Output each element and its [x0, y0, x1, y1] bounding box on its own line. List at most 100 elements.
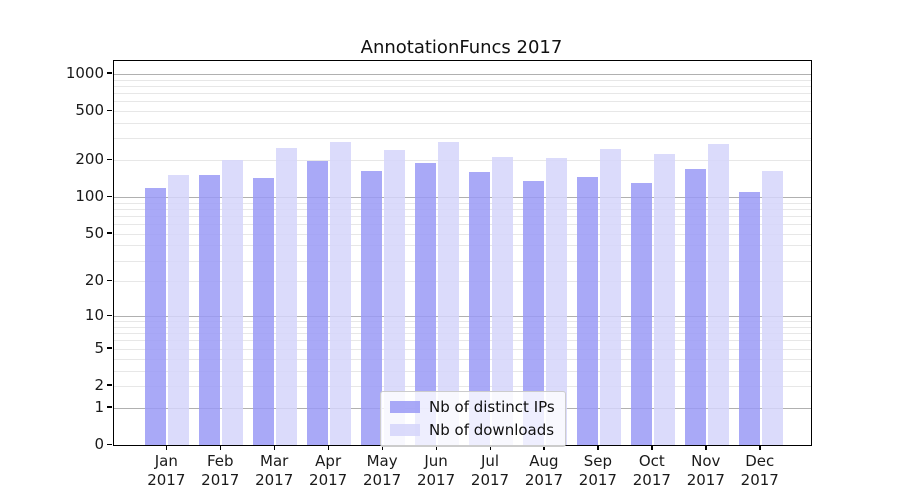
x-tick-year: 2017	[416, 471, 456, 489]
bar-downloads-apr	[330, 142, 352, 445]
y-tick-mark	[107, 443, 112, 445]
x-tick-year: 2017	[524, 471, 564, 489]
bar-ips-feb	[199, 174, 221, 445]
x-tick-month: Aug	[529, 452, 559, 470]
bar-downloads-sep	[599, 149, 621, 445]
x-tick-year: 2017	[686, 471, 725, 489]
x-tick-mark	[165, 445, 168, 450]
minor-gridline	[114, 321, 811, 323]
x-tick-label: Jun 2017	[401, 452, 471, 490]
minor-gridline	[114, 101, 811, 103]
minor-gridline	[114, 340, 811, 342]
y-tick-mark	[107, 314, 112, 317]
y-tick-mark	[107, 158, 112, 160]
y-tick-mark	[107, 347, 112, 349]
y-tick-label: 100	[75, 187, 104, 206]
x-tick-label: Dec 2017	[725, 452, 795, 490]
x-tick-month: Dec	[745, 452, 775, 470]
legend-row-distinct-ips: Nb of distinct IPs	[390, 398, 555, 416]
y-tick-mark	[107, 279, 112, 282]
x-tick-mark	[273, 445, 276, 450]
x-tick-year: 2017	[632, 471, 671, 489]
minor-gridline	[114, 370, 811, 372]
minor-gridline	[114, 138, 811, 140]
x-tick-label: May 2017	[347, 452, 417, 490]
x-tick-year: 2017	[578, 471, 617, 489]
x-tick-mark	[327, 445, 330, 450]
bar-ips-jul	[469, 172, 490, 445]
bar-downloads-may	[384, 149, 406, 445]
minor-gridline	[114, 208, 811, 210]
x-tick-label: Feb 2017	[185, 452, 255, 490]
x-tick-mark	[435, 445, 437, 450]
x-tick-month: Sep	[583, 452, 613, 470]
bar-ips-dec	[738, 192, 760, 445]
legend-swatch-distinct-ips	[390, 401, 420, 413]
minor-gridline	[114, 122, 811, 124]
bar-downloads-jan	[168, 175, 190, 445]
x-tick-mark	[381, 445, 383, 450]
bar-ips-apr	[307, 161, 329, 445]
x-tick-mark	[759, 445, 761, 450]
y-tick-label: 5	[94, 338, 104, 357]
minor-gridline	[114, 333, 811, 335]
y-tick-label: 2	[94, 375, 104, 394]
bar-ips-jun	[415, 162, 437, 445]
bar-ips-jan	[145, 188, 167, 445]
y-tick-label: 20	[84, 271, 104, 290]
bar-downloads-dec	[761, 171, 783, 445]
minor-gridline	[114, 260, 811, 262]
x-tick-mark	[543, 445, 545, 450]
y-tick-label: 0	[94, 435, 104, 453]
y-tick-label: 10	[84, 306, 104, 325]
x-tick-mark	[651, 445, 653, 450]
minor-gridline	[114, 233, 811, 235]
x-tick-month: Apr	[315, 452, 342, 470]
bar-ips-aug	[522, 181, 544, 445]
legend: Nb of distinct IPs Nb of downloads	[380, 391, 566, 447]
y-tick-label: 500	[75, 101, 104, 120]
minor-gridline	[114, 358, 811, 360]
x-tick-month: May	[366, 452, 398, 470]
y-tick-label: 1	[94, 397, 104, 416]
bar-downloads-feb	[222, 160, 244, 445]
x-tick-month: Nov	[691, 452, 721, 470]
minor-gridline	[114, 111, 811, 113]
bar-ips-may	[361, 170, 383, 445]
x-tick-mark	[219, 445, 222, 450]
minor-gridline	[114, 348, 811, 350]
bar-downloads-nov	[707, 143, 729, 445]
bar-ips-nov	[684, 169, 706, 445]
x-tick-year: 2017	[309, 471, 348, 489]
x-tick-month: Oct	[638, 452, 665, 470]
bar-downloads-jul	[492, 156, 513, 445]
x-tick-label: Jan 2017	[131, 452, 201, 490]
minor-gridline	[114, 281, 811, 283]
y-tick-mark	[107, 384, 112, 386]
x-tick-month: Jan	[154, 452, 178, 470]
minor-gridline	[114, 215, 811, 217]
y-tick-label: 200	[75, 150, 104, 169]
minor-gridline	[114, 92, 811, 94]
x-tick-year: 2017	[147, 471, 186, 489]
bar-ips-oct	[630, 183, 652, 445]
x-tick-month: Jun	[424, 452, 448, 470]
x-tick-year: 2017	[255, 471, 294, 489]
bar-downloads-oct	[653, 154, 675, 445]
bar-downloads-jun	[438, 142, 460, 445]
x-tick-label: Nov 2017	[671, 452, 741, 490]
x-tick-year: 2017	[740, 471, 779, 489]
legend-label-distinct-ips: Nb of distinct IPs	[429, 398, 555, 416]
bar-ips-mar	[253, 177, 275, 445]
plot-area: Nb of distinct IPs Nb of downloads	[113, 60, 812, 447]
x-tick-month: Mar	[260, 452, 289, 470]
x-tick-label: Jul 2017	[455, 452, 525, 490]
bar-downloads-aug	[545, 158, 567, 445]
minor-gridline	[114, 245, 811, 247]
y-tick-label: 1000	[65, 63, 104, 82]
minor-gridline	[114, 326, 811, 328]
x-tick-label: Sep 2017	[563, 452, 633, 490]
x-tick-mark	[597, 445, 599, 450]
y-tick-mark	[107, 72, 112, 74]
